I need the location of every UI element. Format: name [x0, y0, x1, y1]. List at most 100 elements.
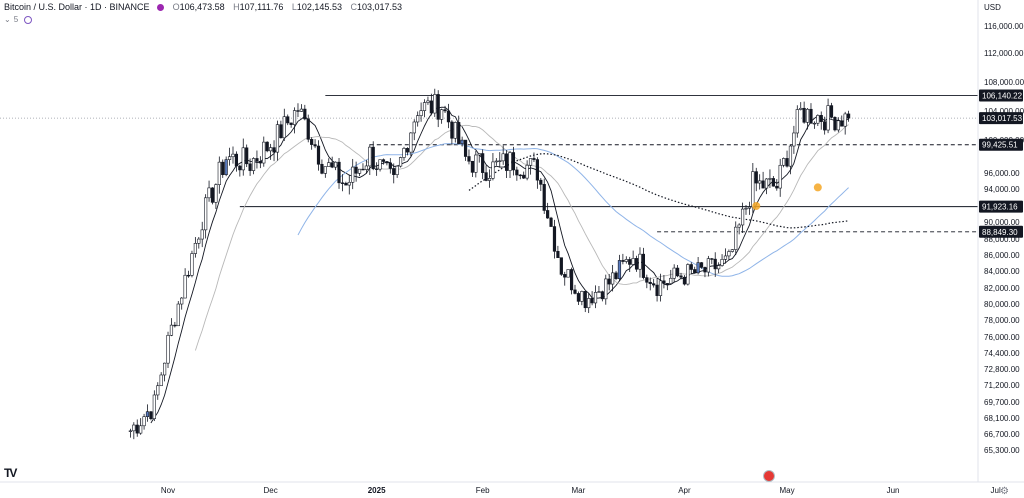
candle[interactable] — [706, 258, 710, 273]
candle[interactable] — [522, 174, 526, 179]
candle[interactable] — [696, 262, 700, 274]
candle[interactable] — [210, 187, 215, 203]
candle[interactable] — [173, 324, 177, 327]
candle[interactable] — [310, 139, 314, 145]
candle[interactable] — [193, 243, 197, 254]
candle[interactable] — [494, 160, 498, 163]
candle[interactable] — [330, 162, 334, 168]
candle[interactable] — [809, 108, 813, 124]
candle[interactable] — [542, 184, 546, 211]
candle[interactable] — [292, 110, 297, 125]
candle[interactable] — [433, 94, 437, 114]
candle[interactable] — [224, 159, 228, 175]
candle[interactable] — [381, 159, 386, 162]
candle[interactable] — [580, 291, 584, 302]
candle[interactable] — [631, 258, 635, 265]
candle[interactable] — [662, 280, 666, 284]
candle[interactable] — [501, 153, 505, 162]
candle[interactable] — [392, 168, 396, 175]
candle[interactable] — [238, 165, 242, 171]
candle[interactable] — [768, 178, 772, 180]
candle[interactable] — [641, 253, 645, 278]
candle[interactable] — [142, 416, 146, 427]
candle[interactable] — [491, 161, 495, 179]
candle[interactable] — [388, 162, 392, 169]
candle[interactable] — [186, 274, 191, 277]
indicator-toggle[interactable]: ⌄ 5 — [4, 15, 33, 24]
candle[interactable] — [546, 210, 550, 219]
candle[interactable] — [518, 174, 522, 177]
indicator-icon[interactable] — [24, 15, 33, 24]
candle[interactable] — [611, 272, 615, 285]
candle[interactable] — [634, 258, 639, 270]
candle[interactable] — [713, 258, 717, 270]
candle[interactable] — [227, 156, 232, 160]
candle[interactable] — [559, 257, 563, 275]
candle[interactable] — [333, 161, 338, 168]
candle[interactable] — [556, 251, 560, 258]
candle[interactable] — [628, 259, 632, 265]
candle[interactable] — [371, 146, 375, 170]
candle[interactable] — [402, 148, 406, 158]
candle[interactable] — [231, 153, 235, 158]
candle[interactable] — [303, 108, 307, 120]
candle[interactable] — [409, 132, 413, 153]
chevron-down-icon[interactable]: ⌄ — [4, 15, 11, 24]
candle[interactable] — [638, 253, 642, 270]
candle[interactable] — [245, 147, 249, 165]
candle[interactable] — [829, 105, 834, 118]
candle[interactable] — [590, 298, 594, 304]
candle[interactable] — [340, 182, 345, 184]
candle[interactable] — [159, 374, 163, 387]
candle[interactable] — [788, 145, 793, 167]
candle[interactable] — [422, 102, 427, 111]
candle[interactable] — [453, 122, 457, 139]
candle[interactable] — [474, 154, 478, 173]
candle[interactable] — [785, 158, 789, 167]
candle[interactable] — [528, 158, 533, 166]
candle[interactable] — [419, 110, 423, 116]
candle[interactable] — [782, 158, 786, 166]
currency-label[interactable]: USD — [984, 3, 1001, 12]
candle[interactable] — [751, 171, 755, 208]
candle[interactable] — [573, 289, 577, 294]
candle[interactable] — [262, 141, 266, 164]
candle[interactable] — [552, 226, 557, 252]
candle[interactable] — [327, 162, 331, 167]
candle[interactable] — [176, 303, 180, 327]
candle[interactable] — [840, 120, 844, 127]
candle[interactable] — [504, 153, 509, 171]
candle[interactable] — [450, 121, 454, 139]
tradingview-logo-icon[interactable]: TV — [4, 466, 17, 480]
marker-dot[interactable] — [813, 183, 822, 192]
candle[interactable] — [799, 107, 803, 110]
candle[interactable] — [727, 251, 731, 257]
candle[interactable] — [761, 180, 765, 189]
candle[interactable] — [443, 109, 447, 112]
candle[interactable] — [778, 164, 782, 189]
candle[interactable] — [771, 178, 775, 187]
candle[interactable] — [200, 229, 204, 240]
candle[interactable] — [375, 168, 379, 170]
candle[interactable] — [398, 157, 403, 167]
candle[interactable] — [405, 148, 410, 153]
candle[interactable] — [805, 108, 810, 123]
candle[interactable] — [412, 121, 416, 134]
candle[interactable] — [477, 153, 481, 156]
candle[interactable] — [597, 291, 601, 293]
candle[interactable] — [207, 187, 211, 199]
candle[interactable] — [703, 267, 707, 273]
candle[interactable] — [457, 122, 461, 145]
candle[interactable] — [128, 430, 133, 432]
candle[interactable] — [532, 158, 536, 160]
candle[interactable] — [679, 275, 683, 278]
candle[interactable] — [665, 283, 669, 285]
candle[interactable] — [614, 272, 618, 279]
candle[interactable] — [717, 265, 721, 270]
candle[interactable] — [221, 161, 225, 175]
candle[interactable] — [357, 168, 362, 174]
candle[interactable] — [672, 267, 676, 279]
candle[interactable] — [621, 260, 625, 262]
candle[interactable] — [645, 277, 649, 283]
